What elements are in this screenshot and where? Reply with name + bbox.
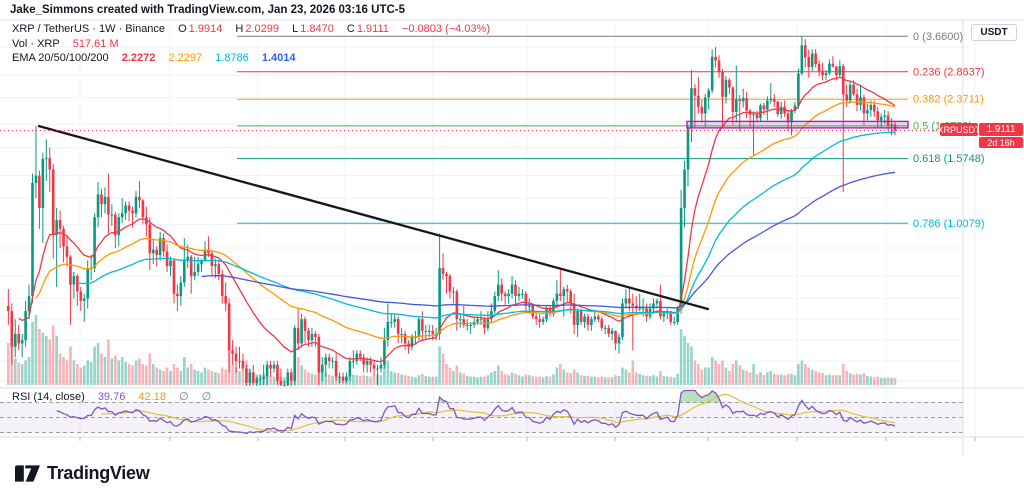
change-value: −0.0803 (−4.03%) (401, 23, 491, 35)
ema-50-line (35, 101, 896, 339)
rsi-legend-row: RSI (14, close) 39.76 42.18 ∅ ∅ (12, 390, 213, 403)
ohlc-low-label: L (292, 23, 299, 35)
time-axis[interactable]: Jul2022Jul2023Jul2024Jul2025Jul2026Jul (0, 437, 963, 456)
fib-label: 0.382 (2.3711) (913, 94, 984, 106)
volume-value: 517.61 M (72, 38, 119, 50)
symbol-title: XRP / TetherUS · 1W · Binance (12, 23, 166, 35)
trendline[interactable] (37, 124, 710, 311)
ema100-value: 1.8786 (215, 52, 249, 64)
ema-label: EMA 20/50/100/200 (12, 52, 109, 64)
candlesticks (7, 36, 897, 387)
support-zone[interactable] (686, 120, 909, 129)
fib-label: 0.236 (2.8637) (913, 66, 985, 78)
ohlc-open-value: 1.9914 (188, 23, 223, 35)
ohlc-close-label: C (346, 23, 355, 35)
ohlc-low-value: 1.8470 (300, 23, 334, 35)
price-label-value: 1.9111 (979, 123, 1023, 136)
currency-badge: USDT (971, 24, 1017, 41)
ohlc-open-label: O (178, 23, 187, 35)
rsi-ma-value: 42.18 (138, 391, 166, 403)
fib-label: 0 (3.6600) (913, 31, 963, 43)
rsi-empty-slot-2: ∅ (201, 391, 212, 403)
tradingview-logo[interactable]: TradingView (15, 463, 150, 484)
ema-100-line (77, 131, 895, 319)
price-label-symbol: XRPUSDT (937, 123, 981, 136)
rsi-value: 39.76 (97, 391, 126, 403)
rsi-line (56, 389, 896, 435)
rsi-ma-line (101, 393, 896, 432)
ohlc-close-value: 1.9111 (356, 23, 389, 35)
tradingview-logo-icon (15, 465, 40, 482)
fib-label: 0.618 (1.5748) (913, 153, 985, 165)
rsi-empty-slot-1: ∅ (179, 391, 189, 403)
volume-bars (7, 315, 897, 385)
rsi-overbought-fill (56, 390, 895, 403)
ema200-value: 1.4014 (261, 52, 296, 64)
ema50-value: 2.2297 (168, 52, 203, 64)
ema-200-line (201, 171, 896, 309)
tradingview-logo-text: TradingView (47, 463, 150, 483)
rsi-label: RSI (14, close) (12, 391, 85, 403)
ema20-value: 2.2272 (121, 52, 156, 64)
attribution-text: Jake_Simmons created with TradingView.co… (10, 4, 406, 16)
volume-label: Vol · XRP (12, 38, 60, 50)
fib-label: 0.786 (1.0079) (913, 218, 985, 230)
ema-legend-row: EMA 20/50/100/200 2.2272 2.2297 1.8786 1… (12, 52, 298, 64)
price-axis[interactable]: 3.40002.80002.40002.00001.70001.40001.20… (963, 20, 1024, 456)
bar-countdown: 2d 16h (979, 137, 1023, 148)
ohlc-high-value: 2.0299 (245, 23, 279, 35)
ema-lines (18, 76, 896, 363)
ohlc-high-label: H (235, 23, 244, 35)
volume-legend-row: Vol · XRP 517.61 M (12, 38, 121, 50)
